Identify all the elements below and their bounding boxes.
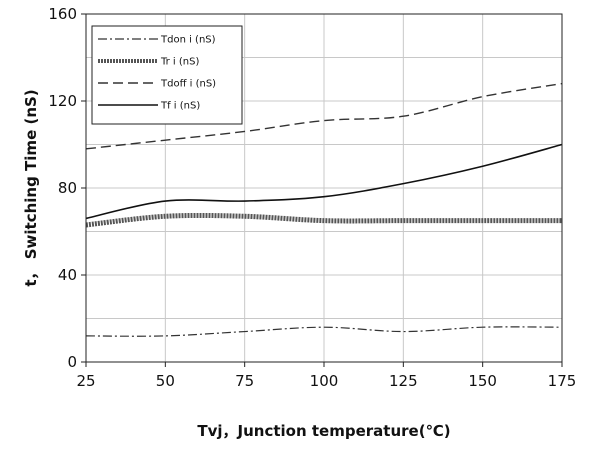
legend-box bbox=[91, 25, 243, 125]
series-layer bbox=[85, 82, 563, 337]
legend-label: Tf i (nS) bbox=[160, 101, 200, 112]
legend-label: Tdon i (nS) bbox=[160, 35, 216, 46]
x-tick-label: 100 bbox=[310, 372, 339, 390]
series-line-1 bbox=[85, 326, 563, 337]
legend: Tdon i (nS) Tr i (nS) Tdoff i (nS) Tf i (nS… bbox=[91, 25, 243, 125]
y-axis-title: t， Switching Time (nS) bbox=[22, 89, 40, 286]
y-tick-label: 0 bbox=[67, 353, 77, 371]
x-tick-label: 50 bbox=[156, 372, 175, 390]
legend-label: Tdoff i (nS) bbox=[160, 79, 216, 90]
y-tick-label: 40 bbox=[58, 266, 77, 284]
series-line-3 bbox=[85, 82, 563, 150]
y-tick-label: 160 bbox=[48, 5, 77, 23]
x-tick-label: 125 bbox=[389, 372, 418, 390]
y-tick-label: 80 bbox=[58, 179, 77, 197]
y-tick-label: 120 bbox=[48, 92, 77, 110]
series-line-2 bbox=[85, 212, 562, 228]
x-tick-label: 75 bbox=[235, 372, 254, 390]
series-line-4 bbox=[85, 143, 563, 220]
x-tick-label: 25 bbox=[76, 372, 95, 390]
grid bbox=[85, 13, 563, 363]
x-axis-title: Tvj，Junction temperature(℃) bbox=[197, 422, 450, 440]
x-tick-label: 175 bbox=[548, 372, 577, 390]
legend-label: Tr i (nS) bbox=[160, 57, 199, 68]
tick-layer: 25 50 75 100 125 150 175 0 40 80 120 160 bbox=[48, 5, 576, 390]
x-tick-label: 150 bbox=[468, 372, 497, 390]
